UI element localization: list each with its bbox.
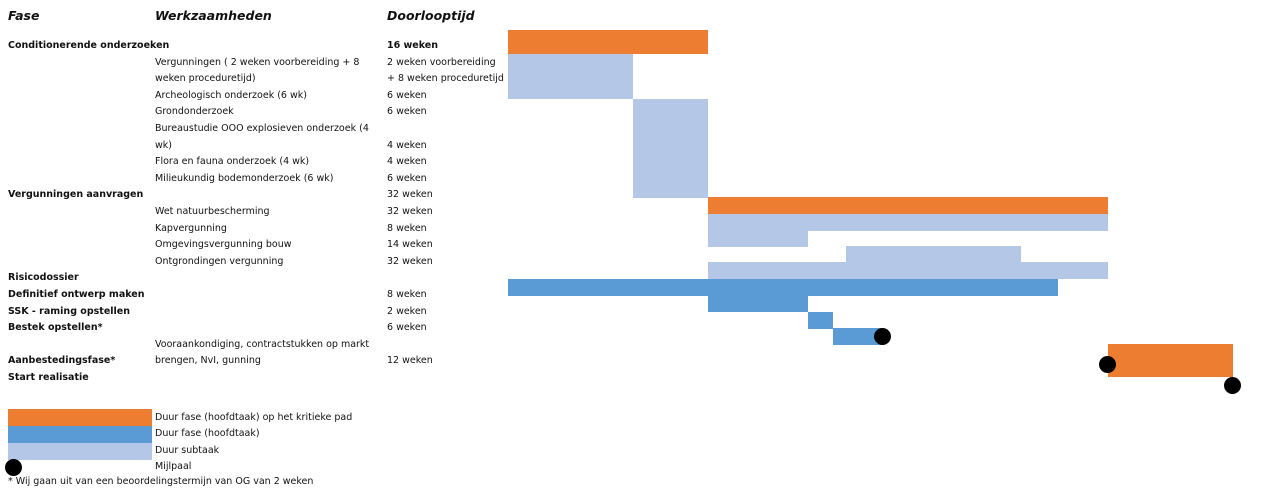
legend-critical-swatch xyxy=(8,409,152,426)
milestone-marker xyxy=(1099,356,1116,373)
row-phase: Vergunningen aanvragen xyxy=(8,189,144,201)
gantt-bar-critical xyxy=(508,30,708,54)
row-task: brengen, NvI, gunning xyxy=(155,355,261,367)
row-task: wk) xyxy=(155,139,172,151)
gantt-bar-critical xyxy=(1108,344,1233,377)
row-duration: 4 weken xyxy=(387,139,427,151)
gantt-bar-phase xyxy=(508,279,1058,296)
legend-milestone-label: Mijlpaal xyxy=(155,461,192,472)
gantt-bar-phase xyxy=(808,312,833,329)
row-duration: 32 weken xyxy=(387,255,433,267)
row-task: Kapvergunning xyxy=(155,222,227,234)
legend-subtask-swatch xyxy=(8,443,152,460)
row-duration: 32 weken xyxy=(387,189,433,201)
row-task: Milieukundig bodemonderzoek (6 wk) xyxy=(155,172,334,184)
milestone-marker xyxy=(874,328,891,345)
row-phase: SSK - raming opstellen xyxy=(8,305,130,317)
row-duration: 16 weken xyxy=(387,40,439,51)
row-duration: 6 weken xyxy=(387,172,427,184)
row-duration: 2 weken xyxy=(387,305,427,317)
row-task: weken proceduretijd) xyxy=(155,73,256,85)
gantt-bar-phase xyxy=(833,328,883,345)
row-duration: 2 weken voorbereiding xyxy=(387,56,496,68)
gantt-bar-subtask xyxy=(508,54,633,99)
row-task: Vergunningen ( 2 weken voorbereiding + 8 xyxy=(155,56,360,68)
legend-subtask-label: Duur subtaak xyxy=(155,445,220,456)
footnote: * Wij gaan uit van een beoordelingstermi… xyxy=(8,476,314,487)
legend-phase-label: Duur fase (hoofdtaak) xyxy=(155,428,260,439)
legend-milestone-icon xyxy=(5,459,22,476)
milestone-marker xyxy=(1224,377,1241,394)
gantt-bar-critical xyxy=(708,197,1108,214)
row-phase: Conditionerende onderzoeken xyxy=(8,40,170,51)
gantt-bar-subtask xyxy=(845,246,1021,263)
gantt-bar-phase xyxy=(708,295,808,312)
header-phase: Fase xyxy=(8,8,40,23)
legend-phase-swatch xyxy=(8,426,152,443)
row-task: Grondonderzoek xyxy=(155,106,234,118)
row-phase: Risicodossier xyxy=(8,272,79,284)
row-phase: Definitief ontwerp maken xyxy=(8,289,145,300)
row-duration: 12 weken xyxy=(387,355,433,367)
row-duration: 6 weken xyxy=(387,89,427,101)
row-task: Omgevingsvergunning bouw xyxy=(155,239,292,251)
row-phase: Start realisatie xyxy=(8,372,89,383)
row-task: Vooraankondiging, contractstukken op mar… xyxy=(155,338,370,350)
gantt-bar-subtask xyxy=(708,230,808,247)
row-duration: 32 weken xyxy=(387,206,433,217)
header-tasks: Werkzaamheden xyxy=(155,8,272,23)
legend-critical-label: Duur fase (hoofdtaak) op het kritieke pa… xyxy=(155,412,353,423)
row-task: Bureaustudie OOO explosieven onderzoek (… xyxy=(155,123,369,134)
row-phase: Aanbestedingsfase* xyxy=(8,355,116,367)
row-task: Ontgrondingen vergunning xyxy=(155,255,284,267)
row-duration: 4 weken xyxy=(387,156,427,168)
row-duration: 14 weken xyxy=(387,239,433,251)
header-duration: Doorlooptijd xyxy=(387,8,475,23)
row-phase: Bestek opstellen* xyxy=(8,322,103,334)
row-duration: 8 weken xyxy=(387,222,427,234)
row-task: Archeologisch onderzoek (6 wk) xyxy=(155,89,307,101)
row-task: Flora en fauna onderzoek (4 wk) xyxy=(155,156,310,168)
gantt-bar-subtask xyxy=(633,99,708,198)
gantt-bar-subtask xyxy=(708,262,1108,279)
row-task: Wet natuurbescherming xyxy=(155,206,270,217)
gantt-bar-subtask xyxy=(708,214,1108,231)
row-duration: 8 weken xyxy=(387,289,427,300)
row-duration: 6 weken xyxy=(387,322,427,334)
row-duration: 6 weken xyxy=(387,106,427,118)
row-duration: + 8 weken proceduretijd xyxy=(387,73,504,85)
